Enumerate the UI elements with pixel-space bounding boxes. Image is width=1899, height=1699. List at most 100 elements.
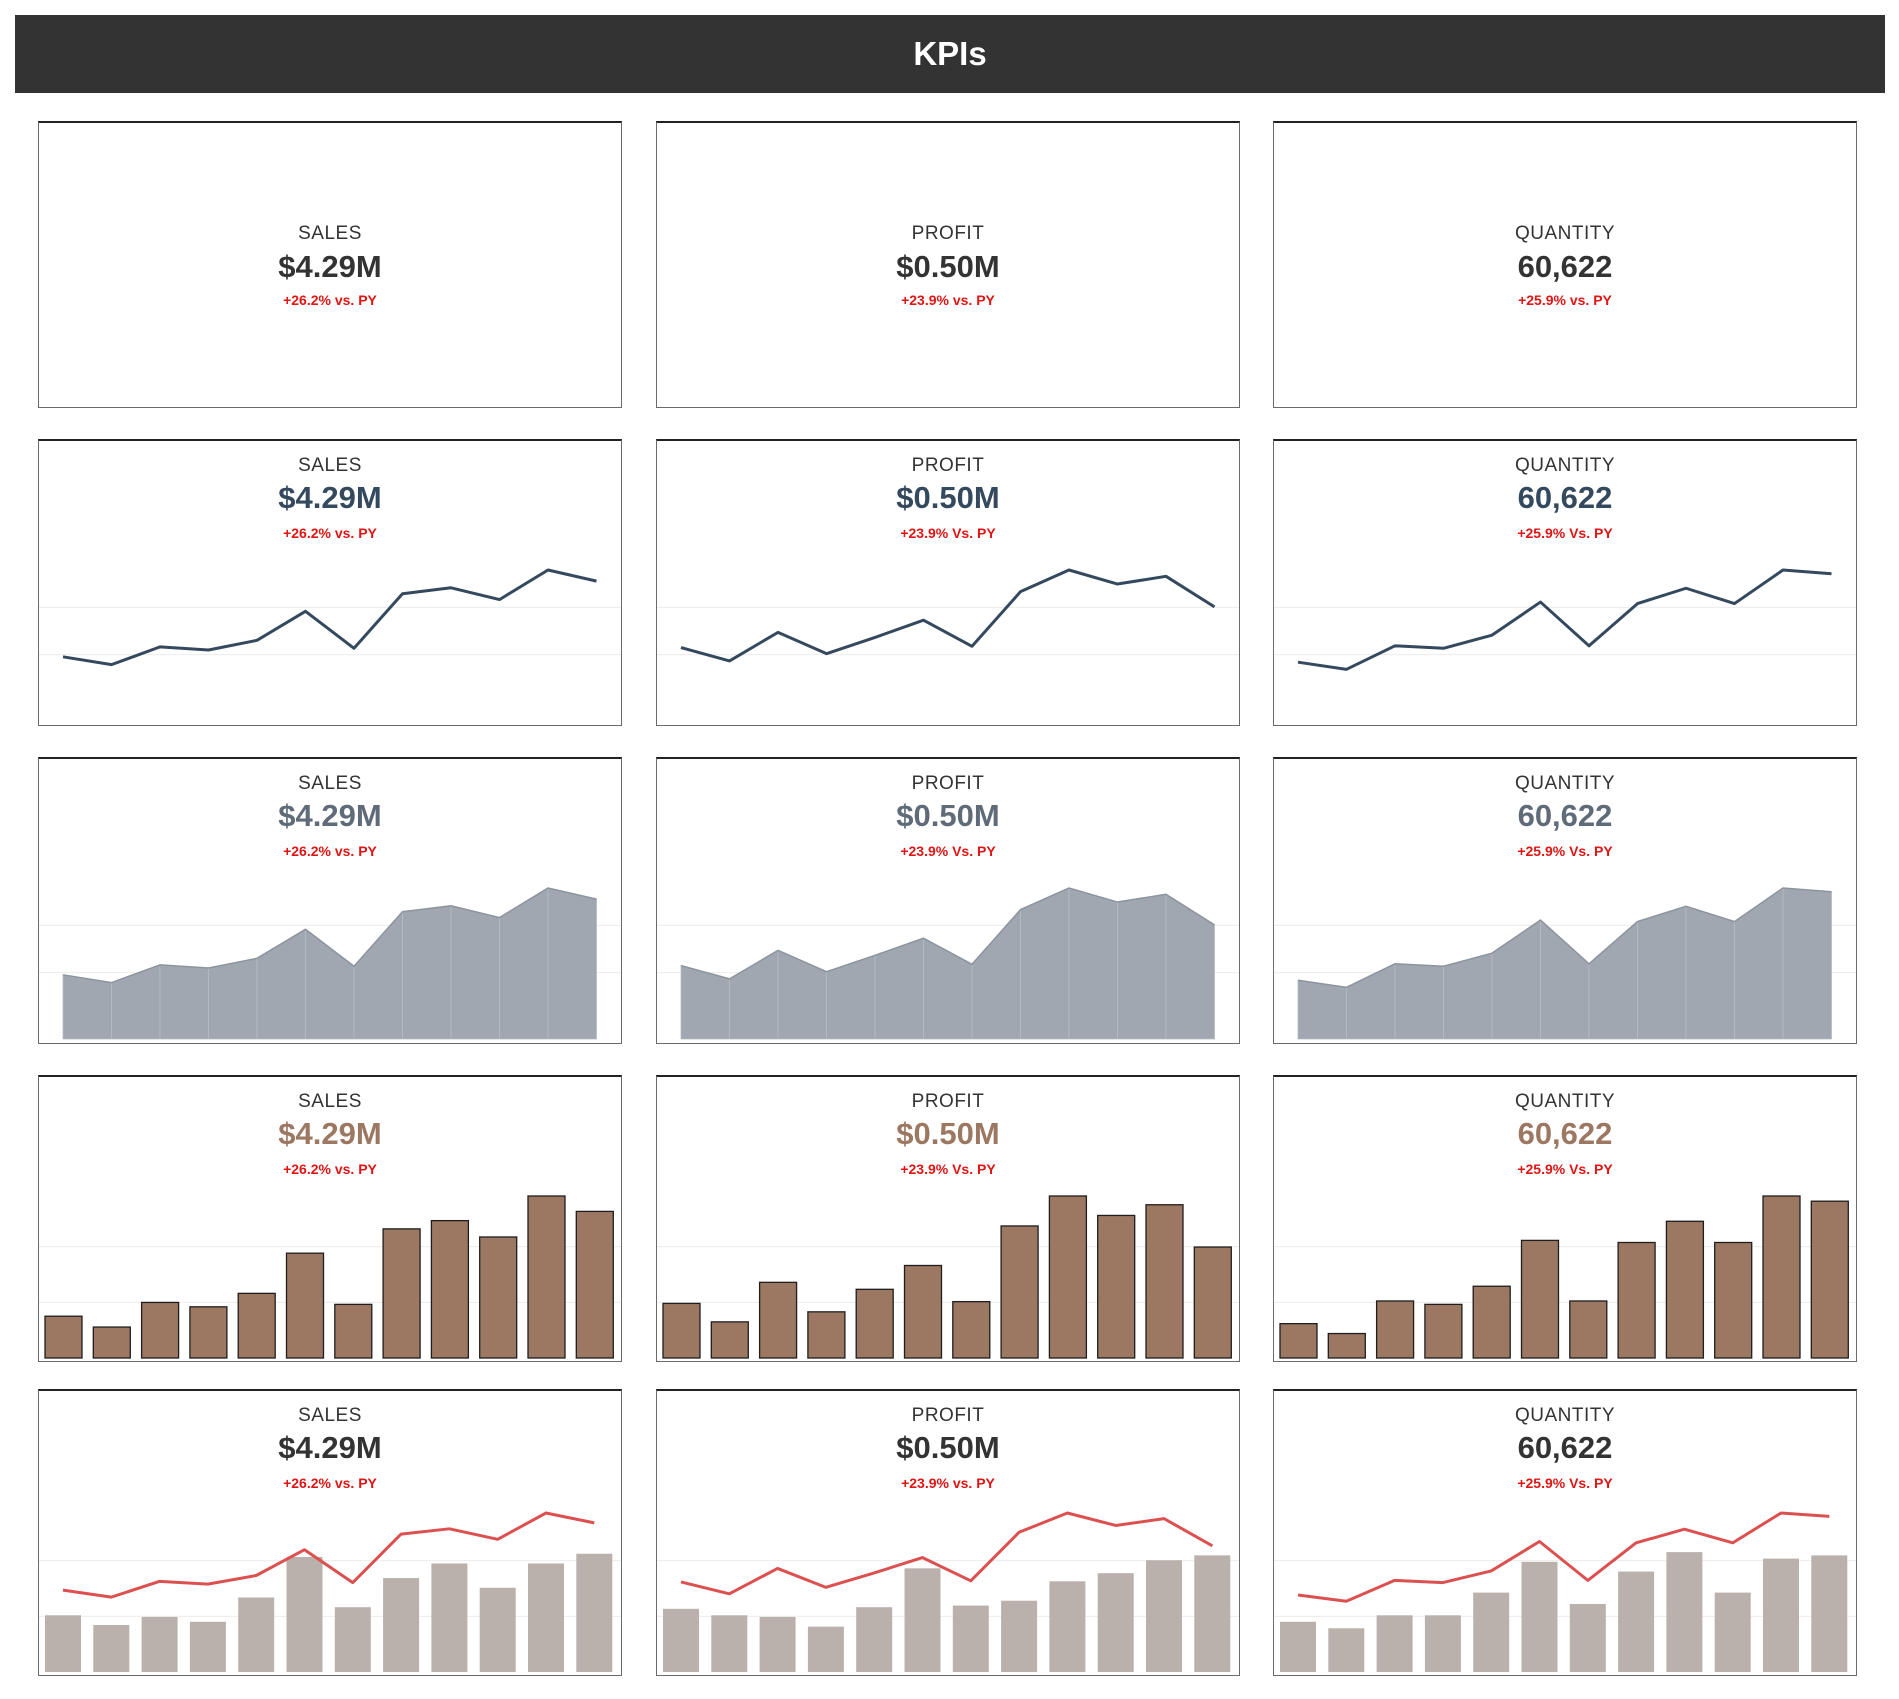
kpi-delta: +23.9% vs. PY [901,292,995,308]
area-segment [923,937,973,1040]
bar [383,1578,420,1672]
kpi-value: 60,622 [1517,1116,1613,1151]
area-segment [547,887,597,1040]
bar [1146,1560,1182,1672]
kpi-title: SALES [298,1405,362,1426]
bar [711,1615,748,1672]
series-line [1297,1511,1830,1603]
area-segment [826,954,876,1040]
bar [431,1563,468,1672]
bar [1714,1241,1753,1359]
kpi-delta: +26.2% vs. PY [283,525,377,541]
bar [758,1281,798,1359]
kpi-delta: +23.9% Vs. PY [900,525,996,541]
kpi-card-profit-line: PROFIT $0.50M +23.9% Vs. PY [656,439,1240,726]
kpi-value: $4.29M [278,1430,382,1465]
bar [1194,1555,1231,1672]
bar [382,1228,421,1359]
area-outline [680,887,1215,980]
bar [952,1300,991,1359]
kpi-card-quantity-text: QUANTITY 60,622 +25.9% vs. PY [1273,121,1857,408]
kpi-title: SALES [298,773,362,794]
kpi-card-quantity-area: QUANTITY 60,622 +25.9% Vs. PY [1273,757,1857,1044]
bar [1048,1195,1088,1359]
kpi-delta: +23.9% vs. PY [901,1475,995,1491]
bar [1424,1303,1463,1359]
bar [807,1626,844,1672]
bar [710,1321,749,1359]
kpi-delta: +25.9% Vs. PY [1517,525,1613,541]
area-segment [971,908,1021,1040]
kpi-delta: +23.9% Vs. PY [900,843,996,859]
area-segment [499,887,549,1040]
bar [1714,1592,1751,1672]
area-segment [62,974,112,1040]
kpi-delta: +26.2% vs. PY [283,1475,377,1491]
bar [1665,1220,1705,1359]
bar [45,1615,81,1672]
kpi-card-sales-line: SALES $4.29M +26.2% vs. PY [38,439,622,726]
bar [1810,1200,1849,1359]
kpi-title: QUANTITY [1514,773,1616,794]
profit-combo-chart [657,1511,1239,1672]
bar [527,1195,566,1359]
dashboard-title: KPIs [913,35,987,72]
kpi-card-sales-bar: SALES $4.29M +26.2% vs. PY [38,1075,622,1362]
bar [904,1568,941,1672]
sales-line-chart [39,568,621,667]
profit-bar-chart [657,1195,1239,1359]
area-segment [1540,919,1590,1040]
kpi-card-quantity-line: QUANTITY 60,622 +25.9% Vs. PY [1273,439,1857,726]
bar [189,1306,228,1359]
kpi-card-sales-area: SALES $4.29M +26.2% vs. PY [38,757,622,1044]
bar [1000,1225,1039,1359]
kpi-delta: +25.9% vs. PY [1518,292,1612,308]
area-segment [729,949,779,1040]
bar [663,1608,699,1672]
kpi-card-sales-combo: SALES $4.29M +26.2% vs. PY [38,1389,622,1676]
bar [1280,1621,1316,1672]
bar [1666,1552,1703,1672]
kpi-value: $0.50M [896,480,1000,515]
bar [285,1252,325,1359]
bar [759,1616,796,1672]
kpi-value: $0.50M [896,798,1000,833]
kpi-value: 60,622 [1517,249,1613,284]
kpi-card-profit-combo: PROFIT $0.50M +23.9% vs. PY [656,1389,1240,1676]
kpi-value: $0.50M [896,249,1000,284]
bar [1811,1555,1848,1672]
bar [1617,1241,1656,1359]
bar [238,1597,275,1672]
bar [1145,1204,1184,1359]
bar [1097,1573,1134,1672]
kpi-delta: +26.2% vs. PY [283,843,377,859]
bar [1049,1581,1086,1672]
area-segment [450,905,500,1040]
kpi-title: PROFIT [911,223,985,244]
bar [1097,1214,1136,1359]
area-segment [1443,952,1493,1040]
kpi-title: PROFIT [911,1091,985,1112]
bar [807,1311,846,1359]
area-outline [62,887,597,984]
bar [575,1210,614,1359]
area-segment [305,928,355,1040]
area-segment [1491,919,1541,1040]
bar [1001,1600,1038,1672]
series-line [62,1511,595,1599]
series-line [680,568,1216,663]
quantity-line-chart [1274,568,1856,671]
area-segment [777,949,827,1040]
bar [1569,1300,1608,1359]
bar [1193,1246,1232,1359]
bar [856,1607,893,1672]
bar [1521,1561,1558,1672]
kpi-value: $4.29M [278,249,382,284]
kpi-card-profit-area: PROFIT $0.50M +23.9% Vs. PY [656,757,1240,1044]
sales-bar-chart [39,1195,621,1359]
bar [1763,1558,1799,1672]
area-segment [402,905,452,1040]
kpi-delta: +23.9% Vs. PY [900,1161,996,1177]
bar [44,1315,83,1359]
area-outline [1297,887,1832,989]
